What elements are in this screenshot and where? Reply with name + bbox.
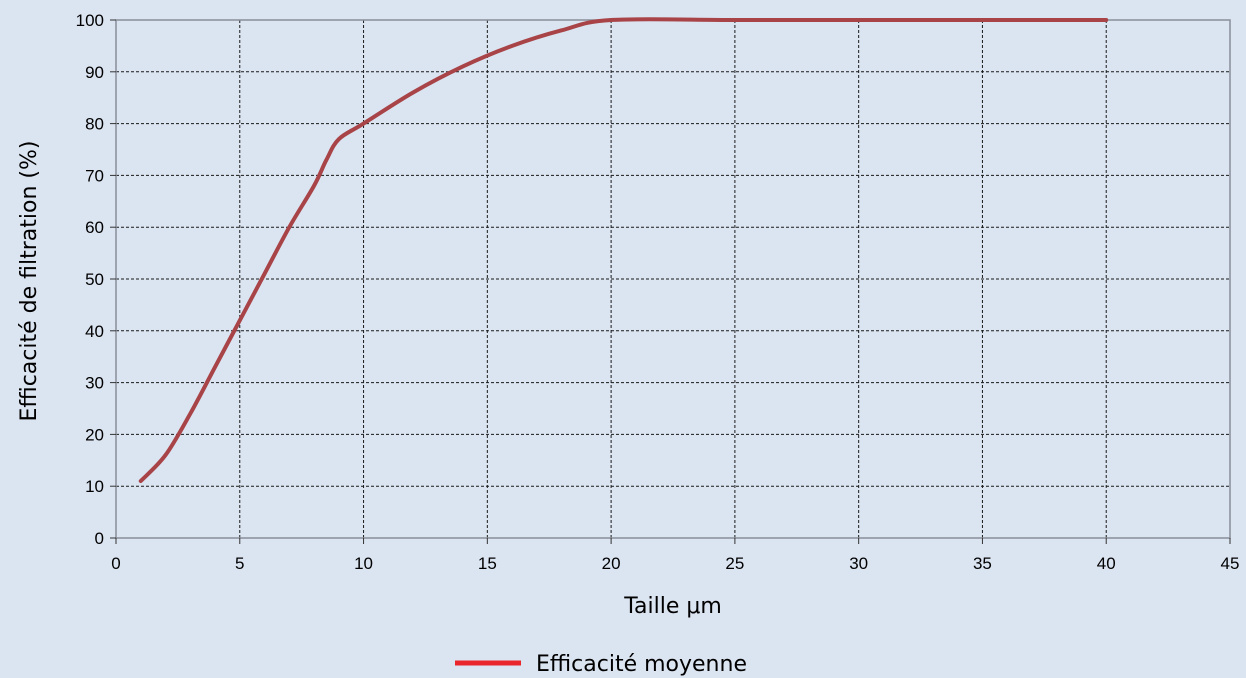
series-lines bbox=[138, 17, 1109, 484]
x-tick-label-10: 10 bbox=[354, 554, 373, 573]
y-tick-label-50: 50 bbox=[85, 270, 104, 289]
series-line-0 bbox=[138, 17, 1109, 484]
y-tick-label-20: 20 bbox=[85, 425, 104, 444]
y-tick-label-30: 30 bbox=[85, 374, 104, 393]
x-tick-label-20: 20 bbox=[602, 554, 621, 573]
y-tick-label-10: 10 bbox=[85, 477, 104, 496]
x-axis-title: Taille μm bbox=[623, 594, 722, 619]
y-tick-label-80: 80 bbox=[85, 115, 104, 134]
x-axis-ticks: 0 5 10 15 20 25 30 35 40 45 bbox=[111, 538, 1239, 573]
x-tick-label-30: 30 bbox=[849, 554, 868, 573]
x-tick-label-35: 35 bbox=[973, 554, 992, 573]
grid-lines bbox=[116, 20, 1230, 538]
x-tick-label-40: 40 bbox=[1097, 554, 1116, 573]
y-tick-label-40: 40 bbox=[85, 322, 104, 341]
x-tick-label-0: 0 bbox=[111, 554, 120, 573]
legend-label-efficacite-moyenne: Efficacité moyenne bbox=[536, 652, 747, 677]
x-tick-label-25: 25 bbox=[725, 554, 744, 573]
x-tick-label-15: 15 bbox=[478, 554, 497, 573]
y-tick-label-90: 90 bbox=[85, 63, 104, 82]
x-tick-label-5: 5 bbox=[235, 554, 244, 573]
y-axis-ticks: 0 10 20 30 40 50 60 70 80 90 100 bbox=[76, 11, 116, 548]
x-tick-label-45: 45 bbox=[1221, 554, 1240, 573]
legend: Efficacité moyenne bbox=[455, 652, 747, 677]
y-tick-label-0: 0 bbox=[95, 529, 104, 548]
y-tick-label-100: 100 bbox=[76, 11, 104, 30]
y-tick-label-60: 60 bbox=[85, 218, 104, 237]
y-axis-title: Efficacité de filtration (%) bbox=[17, 141, 42, 422]
y-tick-label-70: 70 bbox=[85, 166, 104, 185]
